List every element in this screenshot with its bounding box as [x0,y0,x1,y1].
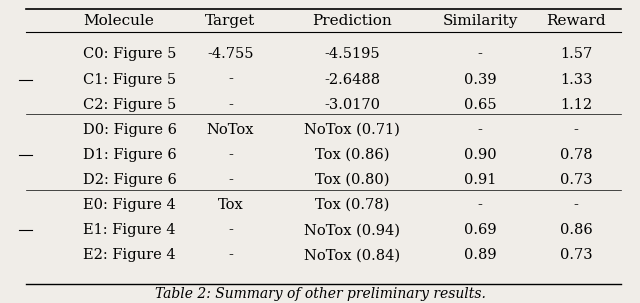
Text: Target: Target [205,14,255,28]
Text: NoTox (0.94): NoTox (0.94) [304,223,400,237]
Text: D2: Figure 6: D2: Figure 6 [83,173,177,187]
Text: 0.86: 0.86 [559,223,593,237]
Text: C0: Figure 5: C0: Figure 5 [83,48,177,62]
Text: NoTox: NoTox [207,123,254,137]
Text: Tox (0.78): Tox (0.78) [315,198,389,212]
Text: 0.91: 0.91 [464,173,496,187]
Text: -: - [477,198,483,212]
Text: -4.755: -4.755 [207,48,253,62]
Text: -4.5195: -4.5195 [324,48,380,62]
Text: -: - [228,173,233,187]
Text: Tox (0.80): Tox (0.80) [315,173,389,187]
Text: 0.73: 0.73 [560,248,592,262]
Text: -: - [228,223,233,237]
Text: D1: Figure 6: D1: Figure 6 [83,148,177,162]
Text: Molecule: Molecule [83,14,154,28]
Text: -2.6488: -2.6488 [324,72,380,87]
Text: -: - [573,123,579,137]
Text: Table 2: Summary of other preliminary results.: Table 2: Summary of other preliminary re… [155,287,485,301]
Text: -: - [228,98,233,112]
Text: E1: Figure 4: E1: Figure 4 [83,223,176,237]
Text: 0.89: 0.89 [464,248,496,262]
Text: -: - [228,72,233,87]
Text: -: - [573,198,579,212]
Text: 1.57: 1.57 [560,48,592,62]
Text: Reward: Reward [546,14,606,28]
Text: Similarity: Similarity [442,14,518,28]
Text: 1.12: 1.12 [560,98,592,112]
Text: C1: Figure 5: C1: Figure 5 [83,72,177,87]
Text: -3.0170: -3.0170 [324,98,380,112]
Text: Tox: Tox [218,198,243,212]
Text: D0: Figure 6: D0: Figure 6 [83,123,177,137]
Text: -: - [228,248,233,262]
Text: Tox (0.86): Tox (0.86) [315,148,389,162]
Text: -: - [477,48,483,62]
Text: 0.39: 0.39 [464,72,496,87]
Text: E2: Figure 4: E2: Figure 4 [83,248,176,262]
Text: -: - [477,123,483,137]
Text: Prediction: Prediction [312,14,392,28]
Text: 0.73: 0.73 [560,173,592,187]
Text: C2: Figure 5: C2: Figure 5 [83,98,177,112]
Text: NoTox (0.84): NoTox (0.84) [304,248,400,262]
Text: 0.78: 0.78 [560,148,592,162]
Text: 0.65: 0.65 [464,98,496,112]
Text: 0.69: 0.69 [464,223,496,237]
Text: 0.90: 0.90 [464,148,496,162]
Text: 1.33: 1.33 [560,72,592,87]
Text: E0: Figure 4: E0: Figure 4 [83,198,176,212]
Text: -: - [228,148,233,162]
Text: NoTox (0.71): NoTox (0.71) [304,123,400,137]
